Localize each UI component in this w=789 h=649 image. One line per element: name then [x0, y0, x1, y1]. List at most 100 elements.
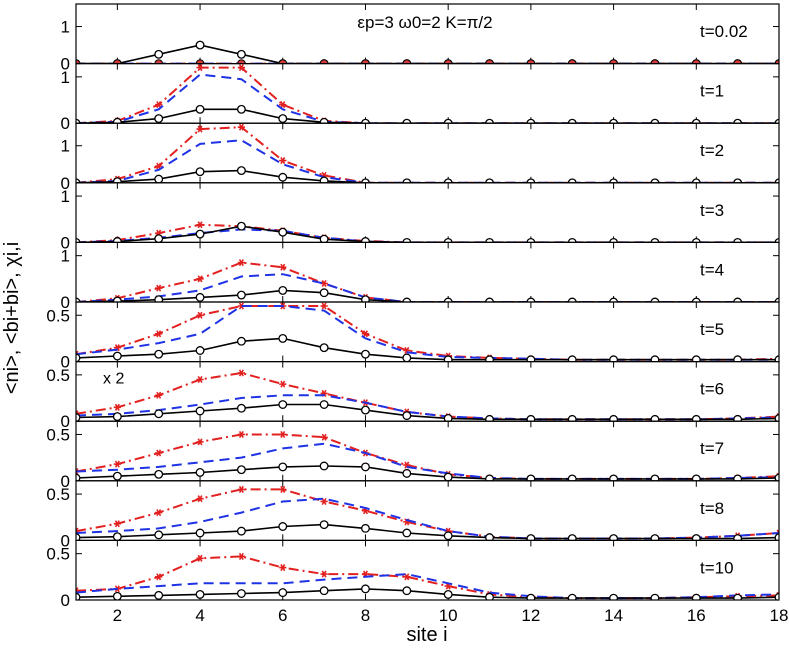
point-ni [154, 409, 164, 419]
panel-time-label: t=2 [700, 141, 724, 160]
y-tick-label: 1 [61, 68, 70, 87]
point-ni [691, 534, 701, 541]
y-tick-label: 0 [61, 531, 70, 550]
point-ni [485, 474, 494, 481]
panel-4: 0 1 t=4 [61, 241, 780, 312]
point-ni [361, 178, 370, 183]
point-ni [278, 114, 288, 124]
point-ni [733, 355, 743, 362]
panel-6: 0 0.5 t=6 x 2 [46, 361, 780, 431]
point-ni [650, 178, 660, 183]
point-ni [402, 468, 412, 478]
point-ni [691, 297, 701, 302]
point-overlap [361, 59, 370, 64]
x-tick-label: 2 [113, 606, 122, 625]
point-overlap [650, 59, 660, 64]
point-ni [236, 465, 246, 475]
point-chi [196, 275, 204, 283]
point-ni [278, 588, 288, 598]
point-ni [236, 166, 246, 176]
point-chi [237, 485, 246, 493]
y-tick-label: 1 [61, 18, 70, 37]
point-overlap [733, 59, 742, 64]
point-ni [733, 534, 743, 541]
point-ni [485, 592, 494, 601]
point-ni [733, 474, 743, 481]
point-ni [609, 355, 619, 362]
point-overlap [609, 59, 618, 64]
panel-time-label: t=0.02 [700, 22, 748, 41]
series-line-chi [76, 261, 779, 302]
point-ni [112, 117, 122, 124]
point-ni [361, 237, 370, 243]
point-ni [112, 177, 122, 183]
point-ni [443, 178, 453, 183]
series-line-bb [76, 73, 779, 124]
point-chi [113, 520, 121, 528]
y-tick-label: 0 [61, 412, 70, 431]
point-ni [195, 468, 205, 477]
point-chi [237, 64, 246, 72]
point-overlap [76, 59, 81, 64]
point-ni [236, 403, 246, 413]
point-chi [279, 485, 287, 493]
panel-time-label: t=3 [700, 201, 724, 220]
point-chi [279, 380, 287, 388]
series-line-bb [76, 305, 779, 361]
point-ni [154, 49, 164, 59]
point-ni [278, 522, 288, 531]
point-overlap [567, 59, 577, 64]
point-ni [76, 353, 81, 362]
point-ni [278, 333, 288, 343]
series-line-ni [76, 337, 779, 361]
point-ni [443, 355, 453, 362]
panel-time-label: t=8 [700, 499, 724, 518]
point-ni [485, 297, 494, 302]
series-line-bb [76, 442, 779, 480]
point-ni [526, 178, 536, 183]
point-chi [237, 369, 246, 377]
point-ni [691, 178, 701, 183]
point-ni [691, 414, 701, 422]
annotation-parameters: εp=3 ω0=2 K=π/2 [357, 13, 492, 32]
point-ni [443, 531, 453, 541]
point-ni [278, 227, 288, 237]
point-chi [113, 403, 121, 411]
point-ni [361, 405, 370, 415]
point-ni [76, 592, 81, 601]
y-tick-label: 0.5 [46, 485, 70, 504]
point-overlap [526, 59, 536, 64]
point-ni [650, 297, 660, 302]
point-ni [112, 237, 122, 243]
y-tick-label: 0.5 [46, 425, 70, 444]
y-tick-label: 0.5 [46, 545, 70, 564]
series-line-ni [76, 523, 779, 540]
point-ni [319, 400, 329, 409]
point-ni [319, 117, 329, 124]
point-chi [361, 330, 370, 338]
point-ni [733, 414, 743, 422]
series-line-bb [76, 394, 779, 421]
point-overlap [774, 59, 779, 64]
panel-time-label: t=7 [700, 439, 724, 458]
point-chi [237, 123, 246, 131]
point-ni [319, 586, 329, 596]
point-ni [236, 49, 246, 59]
point-ni [319, 234, 329, 243]
point-ni [154, 234, 164, 243]
panel-8: 0 0.5 t=8 [46, 480, 780, 550]
series-line-chi [76, 433, 779, 480]
point-ni [774, 355, 779, 362]
point-ni [361, 584, 370, 594]
panel-frame [75, 420, 780, 482]
point-ni [567, 178, 577, 183]
point-ni [154, 530, 164, 540]
y-tick-label: 0 [61, 472, 70, 491]
series-line-chi [76, 488, 779, 540]
point-ni [76, 297, 81, 302]
panel-time-label: t=4 [700, 260, 724, 279]
point-chi [196, 495, 204, 503]
point-chi [196, 554, 204, 562]
point-ni [402, 528, 412, 538]
